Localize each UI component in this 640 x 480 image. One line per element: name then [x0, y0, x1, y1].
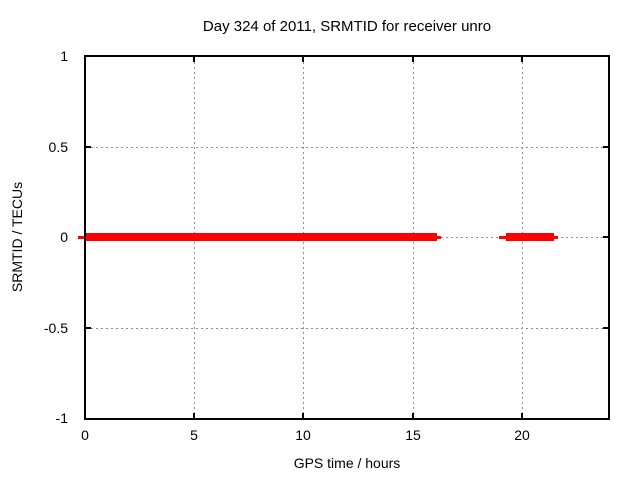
- x-tick-label-0: 0: [81, 427, 89, 443]
- x-tick-bottom-20: [521, 413, 523, 418]
- y-tick-label-0.5: 0.5: [48, 139, 68, 155]
- x-tick-bottom-15: [412, 413, 414, 418]
- gridline-y--0.5: [86, 328, 608, 329]
- x-tick-top-15: [412, 57, 414, 62]
- y-tick-label--1: -1: [55, 410, 68, 426]
- x-axis-label: GPS time / hours: [293, 455, 401, 471]
- data-segment-0: [85, 233, 437, 241]
- x-tick-label-10: 10: [295, 427, 311, 443]
- x-tick-top-10: [302, 57, 304, 62]
- x-tick-label-15: 15: [405, 427, 421, 443]
- y-tick-label-0: 0: [60, 229, 68, 245]
- y-tick-label--0.5: -0.5: [43, 320, 68, 336]
- x-tick-label-20: 20: [514, 427, 530, 443]
- gridline-y-0.5: [86, 147, 608, 148]
- x-tick-label-5: 5: [190, 427, 198, 443]
- y-tick-right-0.5: [603, 146, 608, 148]
- x-tick-top-5: [193, 57, 195, 62]
- y-tick-left--0.5: [86, 327, 91, 329]
- y-tick-right--0.5: [603, 327, 608, 329]
- x-tick-top-20: [521, 57, 523, 62]
- data-segment-1: [506, 233, 554, 241]
- y-tick-right-0: [603, 236, 608, 238]
- plot-area-border: [84, 55, 610, 420]
- x-tick-bottom-5: [193, 413, 195, 418]
- y-tick-label-1: 1: [60, 48, 68, 64]
- x-tick-bottom-10: [302, 413, 304, 418]
- chart-title: Day 324 of 2011, SRMTID for receiver unr…: [202, 18, 492, 35]
- y-tick-left-0.5: [86, 146, 91, 148]
